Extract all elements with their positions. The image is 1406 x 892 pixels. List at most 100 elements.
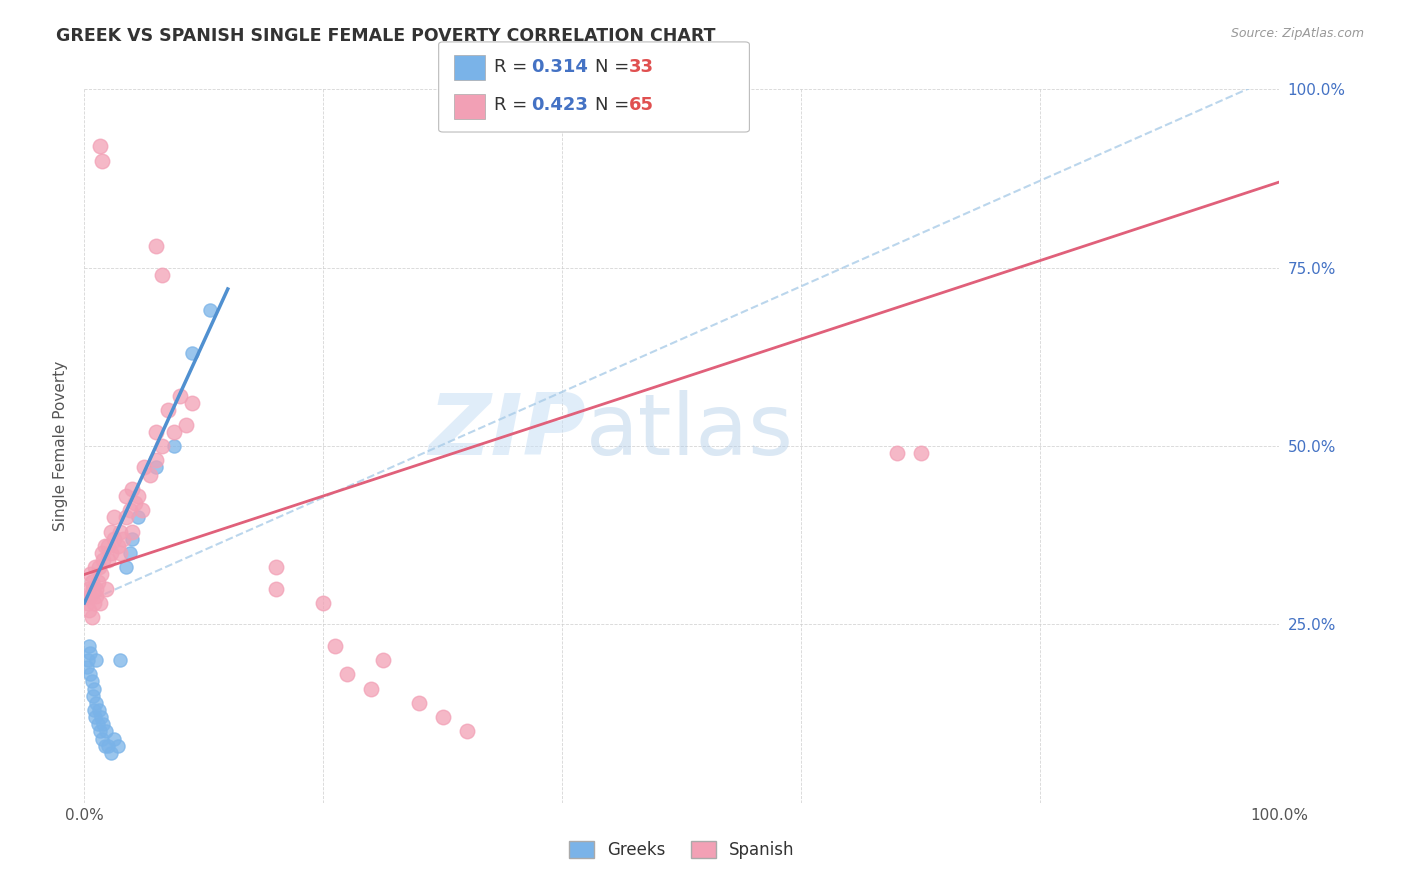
Point (76, 660, 98, 674)
Point (115, 560, 138, 574)
Point (336, 667, 359, 681)
Point (432, 710, 454, 724)
Point (94, 724, 117, 739)
Text: 0.423: 0.423 (531, 96, 588, 114)
Point (83, 681, 105, 696)
Point (110, 546, 132, 560)
Point (131, 503, 153, 517)
Text: 65: 65 (628, 96, 654, 114)
Point (100, 746, 122, 760)
Point (118, 503, 141, 517)
Text: 33: 33 (628, 58, 654, 76)
Point (90, 710, 112, 724)
Point (97, 553, 120, 567)
Point (264, 560, 287, 574)
Point (163, 439, 186, 453)
Point (100, 524, 122, 539)
Point (139, 467, 162, 482)
Text: N =: N = (595, 58, 634, 76)
Text: R =: R = (494, 96, 533, 114)
Point (118, 546, 141, 560)
Point (79, 667, 101, 681)
Text: N =: N = (595, 96, 634, 114)
Point (107, 739, 129, 753)
Point (84, 710, 107, 724)
Point (76, 596, 98, 610)
Point (97, 539, 120, 553)
Point (100, 546, 122, 560)
Point (80, 674, 103, 689)
Point (93, 717, 115, 731)
Point (93, 739, 115, 753)
Point (103, 510, 125, 524)
Point (115, 489, 138, 503)
Point (86, 717, 108, 731)
Point (910, 446, 932, 460)
Text: Source: ZipAtlas.com: Source: ZipAtlas.com (1230, 27, 1364, 40)
Point (89, 724, 111, 739)
Point (87, 560, 110, 574)
Point (111, 532, 134, 546)
Point (181, 396, 204, 410)
Point (150, 439, 173, 453)
Point (145, 239, 167, 253)
Point (886, 446, 908, 460)
Point (360, 681, 382, 696)
Point (80, 574, 103, 589)
Point (127, 489, 149, 503)
Point (89, 139, 111, 153)
Point (90, 567, 112, 582)
Text: 0.314: 0.314 (531, 58, 588, 76)
Point (97, 739, 120, 753)
Point (77, 639, 100, 653)
Point (110, 653, 132, 667)
Legend: Greeks, Spanish: Greeks, Spanish (562, 834, 801, 866)
Text: GREEK VS SPANISH SINGLE FEMALE POVERTY CORRELATION CHART: GREEK VS SPANISH SINGLE FEMALE POVERTY C… (56, 27, 716, 45)
Point (80, 610, 103, 624)
Point (325, 639, 347, 653)
Point (150, 268, 173, 282)
Point (107, 539, 129, 553)
Text: R =: R = (494, 58, 533, 76)
Point (169, 389, 191, 403)
Point (121, 482, 143, 496)
Point (84, 560, 107, 574)
Point (163, 425, 186, 439)
Point (79, 646, 101, 660)
Point (198, 303, 221, 318)
Text: atlas: atlas (586, 390, 794, 474)
Point (87, 703, 110, 717)
Point (77, 653, 100, 667)
Point (127, 510, 149, 524)
Point (93, 539, 115, 553)
Point (82, 689, 104, 703)
Point (157, 403, 180, 417)
Point (264, 582, 287, 596)
Point (91, 731, 114, 746)
Point (456, 724, 478, 739)
Point (86, 582, 108, 596)
Point (124, 496, 146, 510)
Point (86, 574, 108, 589)
Text: ZIP: ZIP (429, 390, 586, 474)
Point (408, 696, 430, 710)
Point (103, 731, 125, 746)
Point (91, 546, 114, 560)
Point (181, 346, 204, 360)
Point (121, 532, 143, 546)
Point (86, 696, 108, 710)
Point (86, 589, 108, 603)
Point (110, 524, 132, 539)
Point (121, 524, 143, 539)
Point (174, 417, 197, 432)
Point (83, 703, 105, 717)
Point (91, 153, 114, 168)
Point (77, 582, 100, 596)
Point (145, 460, 167, 475)
Point (79, 567, 101, 582)
Y-axis label: Single Female Poverty: Single Female Poverty (53, 361, 69, 531)
Point (82, 582, 104, 596)
Point (373, 653, 395, 667)
Point (145, 453, 167, 467)
Point (103, 532, 125, 546)
